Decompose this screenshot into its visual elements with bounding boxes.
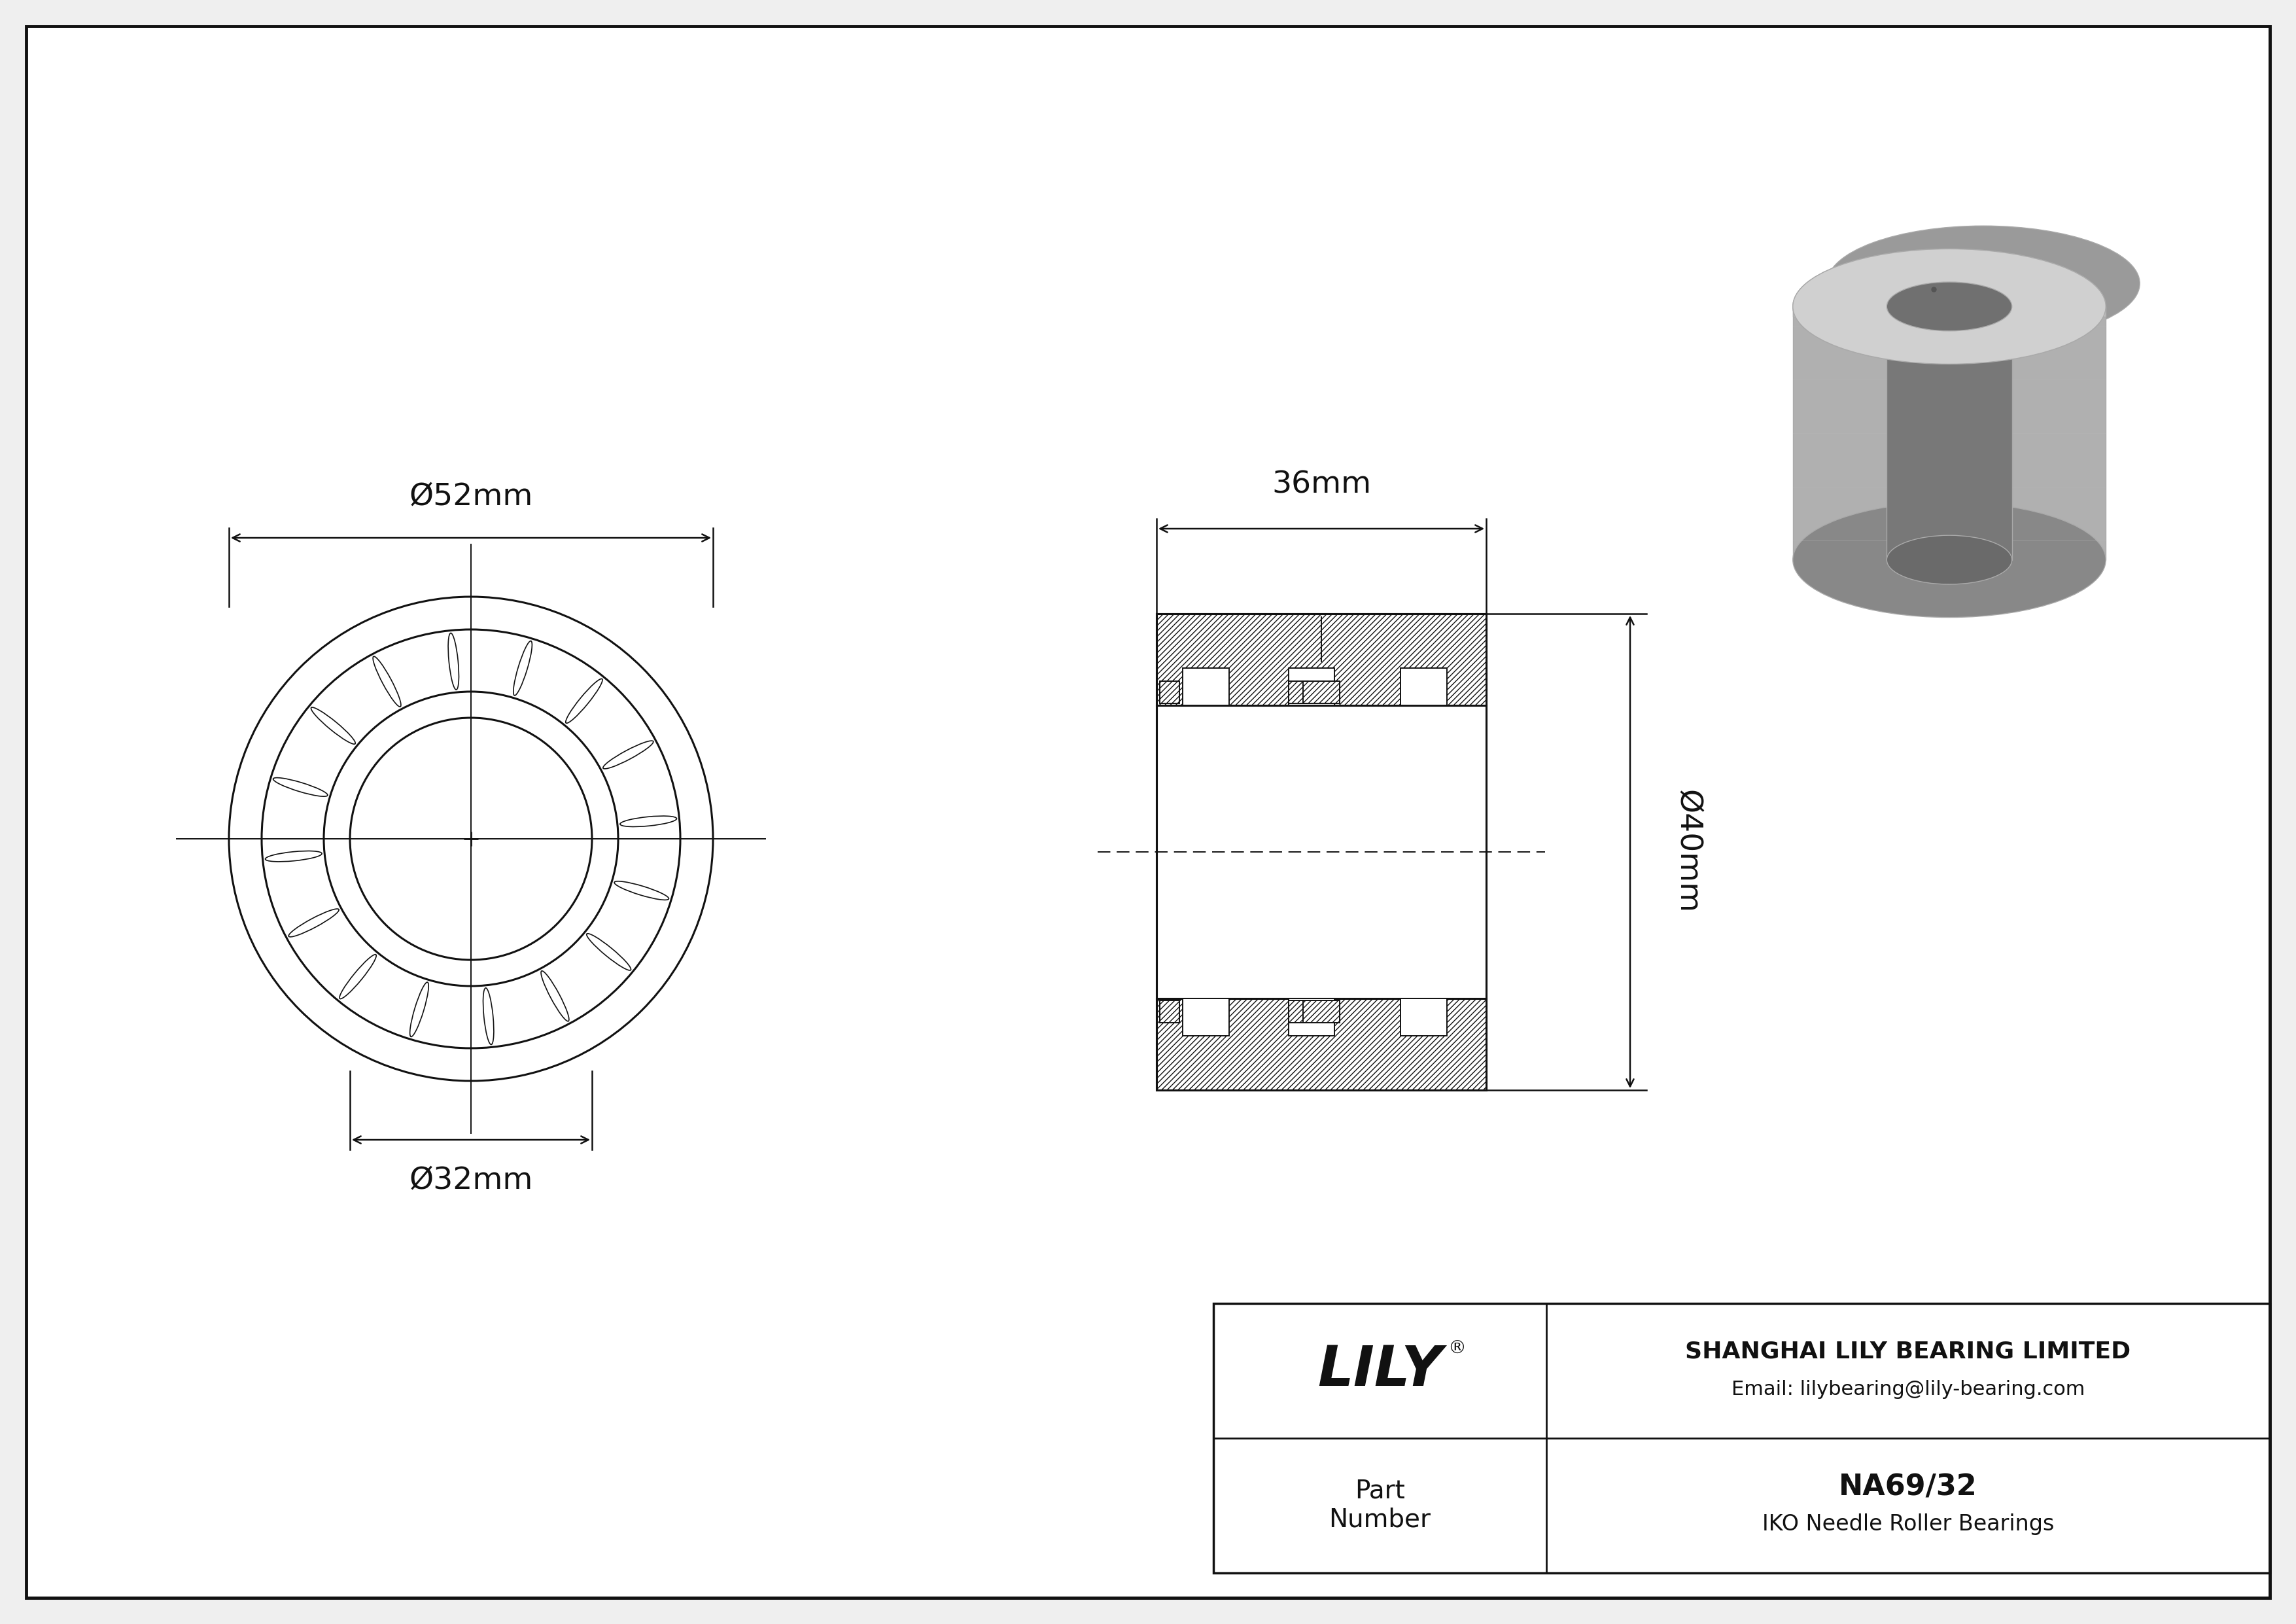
Text: Ø32mm: Ø32mm <box>409 1166 533 1195</box>
Text: Email: lilybearing@lily-bearing.com: Email: lilybearing@lily-bearing.com <box>1731 1380 2085 1398</box>
Text: SHANGHAI LILY BEARING LIMITED: SHANGHAI LILY BEARING LIMITED <box>1685 1340 2131 1363</box>
Bar <box>1157 614 1486 1090</box>
Ellipse shape <box>1887 283 2011 331</box>
Ellipse shape <box>1793 248 2105 364</box>
Ellipse shape <box>1887 283 2011 331</box>
Bar <box>1159 680 1180 703</box>
Text: IKO Needle Roller Bearings: IKO Needle Roller Bearings <box>1761 1514 2055 1535</box>
Bar <box>1401 999 1446 1036</box>
Bar <box>1793 307 2105 560</box>
Bar <box>1182 999 1228 1036</box>
Text: ®: ® <box>1449 1340 1467 1358</box>
Bar <box>1157 705 1486 999</box>
Text: Ø40mm: Ø40mm <box>1671 789 1701 914</box>
Text: NA69/32: NA69/32 <box>1839 1473 1977 1501</box>
Bar <box>1212 1304 2271 1574</box>
Text: Part: Part <box>1355 1479 1405 1504</box>
Ellipse shape <box>1793 502 2105 617</box>
Text: LILY: LILY <box>1318 1343 1442 1398</box>
Ellipse shape <box>1887 536 2011 585</box>
Ellipse shape <box>1828 226 2140 341</box>
Bar <box>1288 1000 1309 1023</box>
Bar <box>1401 667 1446 705</box>
Bar <box>1288 999 1334 1036</box>
Bar <box>1793 307 2105 317</box>
Bar <box>1304 1000 1339 1023</box>
Text: Number: Number <box>1329 1507 1430 1533</box>
Bar <box>1182 667 1228 705</box>
Text: Ø52mm: Ø52mm <box>409 482 533 512</box>
Bar <box>1887 307 2011 560</box>
Bar <box>1159 1000 1180 1023</box>
Bar <box>1304 680 1339 703</box>
Bar <box>1157 999 1486 1090</box>
Text: 36mm: 36mm <box>1272 469 1371 499</box>
Bar <box>1288 667 1334 705</box>
Ellipse shape <box>1793 248 2105 364</box>
Bar <box>1288 680 1309 703</box>
Bar <box>1157 614 1486 705</box>
